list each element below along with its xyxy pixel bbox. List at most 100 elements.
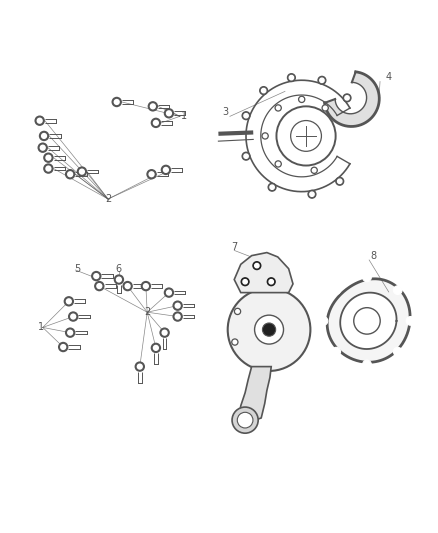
Circle shape <box>134 361 145 372</box>
Circle shape <box>287 74 295 82</box>
Circle shape <box>363 360 371 369</box>
Circle shape <box>261 88 266 93</box>
Circle shape <box>166 110 172 116</box>
Text: 4: 4 <box>386 72 392 82</box>
Circle shape <box>253 262 261 270</box>
Circle shape <box>43 152 53 163</box>
Circle shape <box>79 168 85 175</box>
Text: 6: 6 <box>116 264 122 273</box>
Text: 5: 5 <box>74 264 81 273</box>
Circle shape <box>137 364 143 370</box>
Circle shape <box>275 105 281 111</box>
Circle shape <box>164 108 174 118</box>
Circle shape <box>64 296 74 306</box>
Circle shape <box>332 286 341 294</box>
Circle shape <box>113 99 120 105</box>
Circle shape <box>343 94 351 102</box>
Circle shape <box>310 192 314 196</box>
Polygon shape <box>325 72 379 126</box>
Circle shape <box>319 317 328 325</box>
Circle shape <box>148 171 155 177</box>
Circle shape <box>262 133 268 139</box>
Circle shape <box>35 116 45 126</box>
Circle shape <box>322 105 328 111</box>
Circle shape <box>67 329 73 336</box>
Circle shape <box>164 287 174 298</box>
Circle shape <box>153 120 159 126</box>
Circle shape <box>151 118 161 128</box>
Circle shape <box>41 133 47 139</box>
Circle shape <box>312 168 316 172</box>
Circle shape <box>58 342 68 352</box>
Circle shape <box>311 167 317 173</box>
Circle shape <box>276 106 280 110</box>
Circle shape <box>150 103 156 109</box>
Circle shape <box>242 112 250 119</box>
Circle shape <box>320 78 324 83</box>
Circle shape <box>151 343 161 353</box>
Circle shape <box>45 155 52 161</box>
Circle shape <box>153 345 159 351</box>
Circle shape <box>299 96 305 102</box>
Polygon shape <box>239 367 271 422</box>
Circle shape <box>39 144 46 151</box>
Circle shape <box>38 142 48 153</box>
Circle shape <box>93 273 99 279</box>
Circle shape <box>91 271 102 281</box>
Circle shape <box>141 281 151 292</box>
Circle shape <box>112 97 122 107</box>
Circle shape <box>393 286 402 294</box>
Circle shape <box>269 279 273 284</box>
Circle shape <box>36 118 43 124</box>
Circle shape <box>268 183 276 191</box>
Circle shape <box>94 281 105 292</box>
Circle shape <box>124 283 131 289</box>
Circle shape <box>159 327 170 338</box>
Circle shape <box>363 273 371 282</box>
Circle shape <box>289 76 293 80</box>
Circle shape <box>65 327 75 338</box>
Circle shape <box>406 317 415 325</box>
Text: 7: 7 <box>231 242 237 252</box>
Circle shape <box>336 177 344 185</box>
Circle shape <box>262 323 276 336</box>
Circle shape <box>174 313 181 320</box>
Circle shape <box>275 161 281 167</box>
Circle shape <box>233 340 237 344</box>
Circle shape <box>354 308 380 334</box>
Circle shape <box>146 169 157 180</box>
Circle shape <box>232 407 258 433</box>
Circle shape <box>332 348 341 356</box>
Circle shape <box>236 310 239 313</box>
Text: 3: 3 <box>223 107 229 117</box>
Circle shape <box>308 190 316 198</box>
Circle shape <box>68 311 78 322</box>
Circle shape <box>276 162 280 166</box>
Circle shape <box>263 134 267 138</box>
Polygon shape <box>234 253 293 293</box>
Circle shape <box>67 171 73 177</box>
Circle shape <box>60 344 66 350</box>
Circle shape <box>39 131 49 141</box>
Circle shape <box>43 163 53 174</box>
Circle shape <box>116 277 122 282</box>
Circle shape <box>270 185 274 189</box>
Circle shape <box>318 76 326 84</box>
Circle shape <box>267 278 275 286</box>
Circle shape <box>174 303 181 309</box>
Circle shape <box>45 165 52 172</box>
Circle shape <box>65 169 75 180</box>
Polygon shape <box>340 293 396 349</box>
Circle shape <box>242 152 250 160</box>
Circle shape <box>66 298 72 304</box>
Text: 1: 1 <box>181 111 187 122</box>
Circle shape <box>237 413 253 428</box>
Text: 1: 1 <box>38 322 44 333</box>
Circle shape <box>260 87 268 94</box>
Text: 2: 2 <box>105 194 111 204</box>
Circle shape <box>166 289 172 296</box>
Circle shape <box>338 179 342 183</box>
Circle shape <box>254 263 259 268</box>
Circle shape <box>300 98 304 101</box>
Circle shape <box>114 274 124 285</box>
